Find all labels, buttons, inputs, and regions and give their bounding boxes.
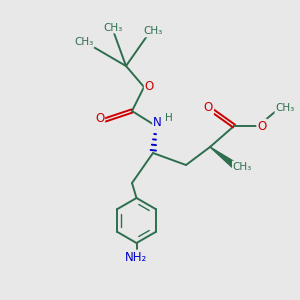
Text: H: H (165, 112, 172, 123)
Text: CH₃: CH₃ (233, 161, 252, 172)
Text: N: N (153, 116, 162, 129)
Text: O: O (95, 112, 104, 125)
Text: O: O (204, 101, 213, 114)
Text: CH₃: CH₃ (275, 103, 295, 113)
Text: CH₃: CH₃ (74, 37, 94, 47)
Text: CH₃: CH₃ (143, 26, 163, 37)
Text: CH₃: CH₃ (103, 22, 122, 33)
Text: O: O (145, 80, 154, 94)
Polygon shape (210, 147, 236, 167)
Text: NH₂: NH₂ (125, 250, 148, 264)
Text: O: O (257, 119, 266, 133)
